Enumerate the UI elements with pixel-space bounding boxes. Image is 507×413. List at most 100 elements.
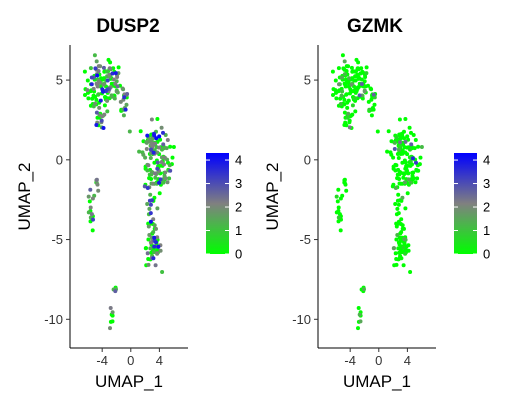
cell-point — [339, 93, 344, 98]
cell-point — [149, 170, 154, 174]
cell-point — [167, 163, 172, 168]
cell-point — [120, 86, 125, 91]
legend-tick-label: 1 — [483, 223, 490, 238]
cell-point — [108, 326, 112, 331]
cell-point — [414, 160, 418, 165]
cell-point — [146, 257, 151, 261]
cell-point — [165, 138, 170, 142]
cell-point — [114, 89, 119, 94]
cell-point — [145, 133, 150, 138]
cell-point — [408, 270, 413, 274]
cell-point — [395, 176, 400, 181]
cell-point — [107, 72, 112, 77]
cell-point — [157, 191, 162, 196]
cell-point — [148, 192, 153, 197]
cell-point — [396, 202, 401, 207]
cell-point — [91, 86, 96, 91]
cell-point — [396, 211, 401, 216]
cell-point — [403, 206, 408, 211]
cell-point — [398, 144, 403, 149]
cell-point — [342, 102, 347, 107]
cell-point — [115, 75, 120, 79]
cell-point — [403, 117, 408, 121]
cell-point — [155, 160, 160, 165]
cell-point — [94, 110, 99, 115]
cell-point — [349, 113, 353, 118]
cell-point — [344, 64, 349, 69]
cell-point — [394, 257, 399, 261]
cell-point — [145, 202, 150, 206]
cell-point — [403, 251, 408, 256]
cell-point — [145, 186, 150, 190]
cell-point — [158, 248, 163, 253]
cell-point — [112, 96, 117, 101]
cell-point — [397, 117, 402, 122]
cell-point — [137, 149, 142, 154]
cell-point — [394, 221, 399, 226]
cell-point — [336, 66, 341, 71]
cell-point — [159, 155, 164, 160]
cell-point — [416, 144, 421, 149]
cell-point — [144, 147, 149, 151]
cell-point — [340, 89, 345, 94]
cell-point — [342, 110, 347, 115]
cell-point — [354, 89, 359, 94]
cell-point — [394, 135, 399, 140]
x-axis-label: UMAP_1 — [343, 372, 411, 391]
cell-point — [148, 211, 153, 216]
cell-point — [85, 78, 90, 83]
cell-point — [419, 145, 424, 149]
cell-point — [357, 93, 362, 98]
cell-point — [371, 92, 376, 97]
cell-point — [142, 184, 147, 189]
cell-point — [151, 230, 156, 235]
cell-point — [108, 319, 113, 324]
panel-title: GZMK — [347, 16, 403, 37]
cell-point — [407, 125, 412, 130]
cell-point — [349, 82, 354, 87]
cell-point — [127, 129, 132, 134]
legend-tick-label: 4 — [235, 153, 242, 168]
cell-point — [375, 129, 380, 134]
cell-point — [148, 202, 153, 207]
legend-tick-label: 2 — [235, 200, 242, 215]
cell-point — [331, 93, 335, 97]
cell-point — [358, 319, 363, 324]
cell-point — [400, 226, 405, 231]
cell-point — [405, 152, 410, 157]
cell-point — [400, 195, 405, 200]
cell-point — [96, 69, 101, 73]
y-tick-label: 5 — [304, 73, 311, 88]
cell-point — [123, 107, 128, 112]
cell-point — [336, 215, 341, 220]
cell-point — [344, 92, 349, 97]
cell-point — [350, 103, 355, 108]
cell-point — [101, 82, 106, 87]
cell-point — [110, 310, 115, 315]
cell-point — [115, 84, 120, 89]
legend-tick-label: 3 — [483, 176, 490, 191]
cell-point — [408, 147, 412, 152]
cell-point — [396, 156, 401, 160]
cell-point — [385, 149, 390, 154]
cell-point — [105, 69, 110, 74]
cell-point — [399, 256, 404, 261]
cell-point — [145, 168, 150, 173]
y-tick-label: -5 — [51, 232, 63, 247]
cell-point — [411, 156, 415, 161]
cell-point — [151, 256, 156, 261]
cell-point — [394, 237, 399, 242]
cell-point — [93, 66, 98, 71]
cell-point — [113, 289, 118, 294]
cell-point — [342, 178, 347, 183]
cell-point — [146, 262, 151, 267]
cell-point — [141, 152, 146, 157]
cell-point — [411, 133, 416, 137]
cell-point — [396, 192, 401, 197]
cell-point — [341, 66, 346, 71]
cell-point — [337, 82, 341, 87]
y-tick-label: -10 — [44, 312, 63, 327]
cell-point — [397, 240, 402, 245]
cell-point — [161, 146, 166, 151]
cell-point — [93, 94, 98, 99]
